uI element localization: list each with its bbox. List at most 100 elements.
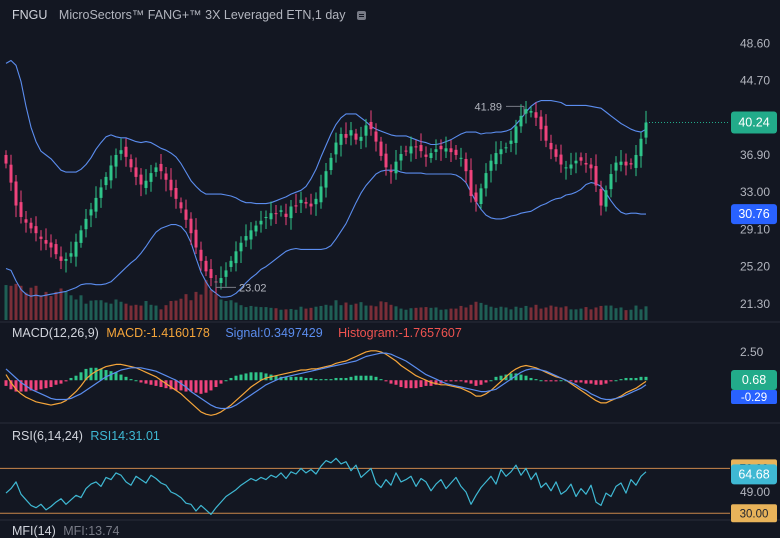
candle xyxy=(229,256,233,272)
volume-bar xyxy=(209,289,213,320)
volume-bar xyxy=(134,304,138,320)
candle xyxy=(494,141,498,171)
mfi-legend: MFI(14) MFI:13.74 xyxy=(12,524,120,538)
candle xyxy=(489,154,493,183)
macd-histogram-bar xyxy=(329,379,333,381)
histogram-value: Histogram:-1.7657607 xyxy=(338,326,462,340)
candle xyxy=(334,132,338,163)
candle-body xyxy=(389,170,393,173)
volume-bar xyxy=(639,309,643,320)
candle xyxy=(499,141,503,165)
candle xyxy=(299,191,303,213)
macd-histogram-bar xyxy=(384,380,388,382)
candle xyxy=(394,150,398,180)
macd-histogram-bar xyxy=(104,370,108,381)
candle-body xyxy=(404,150,408,152)
volume-bar xyxy=(159,309,163,320)
candle-body xyxy=(49,242,53,248)
candle-body xyxy=(119,150,123,154)
candle xyxy=(309,193,313,215)
candle xyxy=(69,241,73,264)
candle xyxy=(444,136,448,159)
data-window-icon[interactable] xyxy=(356,11,366,20)
macd-histogram-bar xyxy=(639,376,643,381)
candle-body xyxy=(44,240,48,244)
macd-histogram-bar xyxy=(144,380,148,384)
volume-bar xyxy=(329,305,333,320)
macd-histogram-bar xyxy=(84,368,88,381)
candle-body xyxy=(484,173,488,189)
candle xyxy=(304,197,308,209)
candle xyxy=(514,119,518,155)
macd-histogram-bar xyxy=(319,379,323,381)
candle-body xyxy=(554,149,558,157)
macd-histogram-bar xyxy=(484,380,488,383)
macd-histogram-bar xyxy=(609,380,613,382)
candle-body xyxy=(449,148,453,153)
candle xyxy=(34,216,38,242)
macd-histogram-bar xyxy=(129,379,133,381)
candle xyxy=(399,145,403,171)
candle-body xyxy=(489,160,493,171)
candle xyxy=(89,202,93,228)
macd-histogram-bar xyxy=(64,380,68,382)
macd-histogram-bar xyxy=(369,375,373,381)
volume-bar xyxy=(569,309,573,320)
volume-bar xyxy=(109,303,113,320)
candle xyxy=(149,164,153,192)
candle xyxy=(419,133,423,158)
candle xyxy=(249,222,253,250)
candle-body xyxy=(104,176,108,186)
macd-histogram-bar xyxy=(524,375,528,381)
candle-body xyxy=(529,111,533,113)
macd-histogram-bar xyxy=(139,380,143,383)
candle-body xyxy=(229,260,233,267)
macd-histogram-bar xyxy=(74,375,78,381)
volume-bar xyxy=(294,309,298,320)
symbol-label[interactable]: FNGU xyxy=(12,8,48,22)
candle xyxy=(369,110,373,136)
volume-bar xyxy=(284,309,288,320)
macd-histogram-bar xyxy=(454,380,458,382)
volume-bar xyxy=(304,308,308,320)
candle xyxy=(584,153,588,173)
candle-body xyxy=(199,249,203,261)
candle-body xyxy=(549,142,553,150)
macd-histogram-bar xyxy=(624,377,628,381)
candle xyxy=(79,225,83,248)
candle xyxy=(459,147,463,167)
candle xyxy=(159,154,163,180)
signal-last-box xyxy=(731,390,777,404)
macd-histogram-bar xyxy=(59,380,63,384)
volume-bar xyxy=(374,306,378,320)
candle xyxy=(604,185,608,212)
signal-line xyxy=(5,352,647,410)
candle xyxy=(179,197,183,214)
candle xyxy=(484,163,488,197)
macd-histogram-bar xyxy=(134,380,138,382)
candle xyxy=(384,143,388,176)
candle xyxy=(359,126,363,150)
volume-bar xyxy=(554,306,558,320)
candle-body xyxy=(254,225,258,232)
macd-histogram-bar xyxy=(599,380,603,385)
candle xyxy=(349,121,353,146)
candle-body xyxy=(279,210,283,212)
candle-body xyxy=(589,164,593,169)
candle-body xyxy=(394,161,398,174)
macd-histogram-bar xyxy=(464,380,468,383)
macd-histogram-bar xyxy=(449,380,453,382)
volume-bar xyxy=(349,304,353,320)
volume-bar xyxy=(449,308,453,320)
volume-bar xyxy=(584,307,588,320)
macd-histogram-bar xyxy=(244,373,248,381)
candle xyxy=(264,210,268,229)
volume-bar xyxy=(489,306,493,320)
candle xyxy=(209,259,213,287)
candle-body xyxy=(79,230,83,243)
candle xyxy=(244,224,248,247)
macd-histogram-bar xyxy=(349,376,353,381)
volume-bar xyxy=(324,304,328,320)
volume-bar xyxy=(84,303,88,320)
